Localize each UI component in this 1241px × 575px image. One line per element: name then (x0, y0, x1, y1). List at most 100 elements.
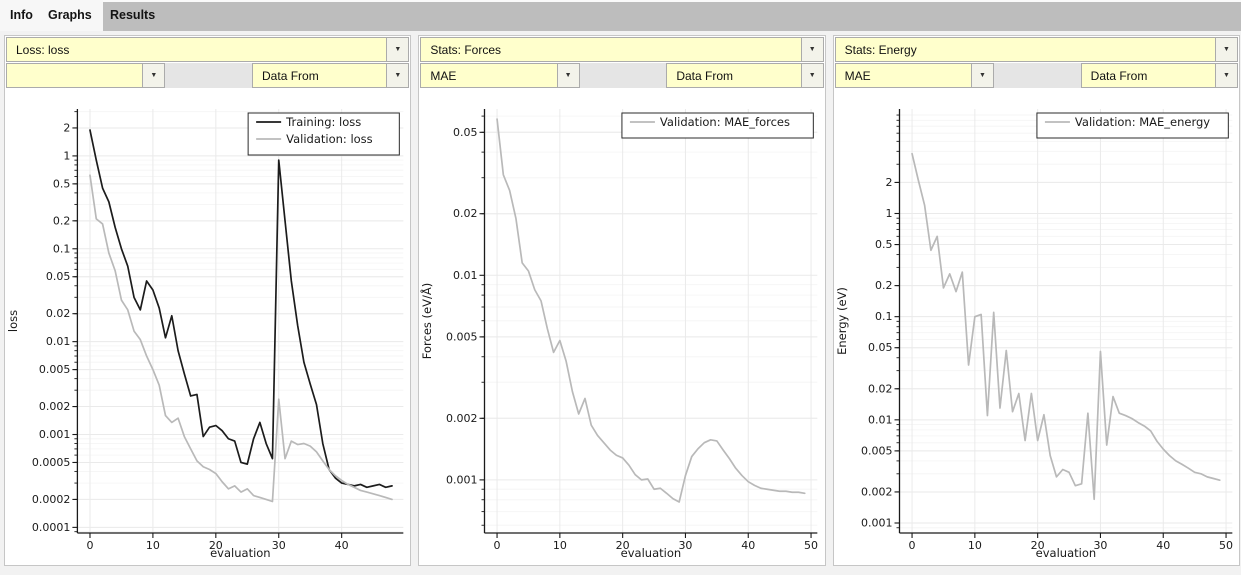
svg-text:Validation: MAE_energy: Validation: MAE_energy (1075, 115, 1210, 129)
dropdown-arrow-icon: ▼ (800, 38, 823, 61)
dropdown-arrow-icon: ▼ (386, 38, 409, 61)
svg-text:0.002: 0.002 (446, 412, 478, 425)
svg-text:0.002: 0.002 (861, 485, 893, 498)
svg-text:30: 30 (272, 539, 286, 552)
svg-text:0: 0 (86, 539, 93, 552)
svg-text:50: 50 (1219, 539, 1233, 552)
energy-datafrom-select[interactable]: Data From ▼ (1080, 63, 1238, 88)
svg-text:0.02: 0.02 (453, 207, 478, 220)
tab-bar: Info Graphs Results (0, 0, 1241, 31)
energy-metric-value: MAE (844, 68, 871, 83)
svg-text:0: 0 (908, 539, 915, 552)
energy-chart-box: 2 1 0.5 0.2 0.1 0.05 0.02 0.01 0.005 0.002 0.001 0 1… (835, 89, 1238, 564)
svg-text:30: 30 (679, 539, 693, 552)
svg-text:0.0001: 0.0001 (32, 521, 71, 534)
svg-text:20: 20 (1030, 539, 1044, 552)
svg-text:0.001: 0.001 (446, 473, 478, 486)
tab-active-zone (0, 0, 103, 31)
svg-text:0.5: 0.5 (53, 177, 71, 190)
svg-text:0.005: 0.005 (446, 330, 478, 343)
energy-filter-row: MAE ▼ Data From ▼ (834, 63, 1238, 89)
loss-datafrom-value: Data From (262, 68, 319, 83)
svg-text:0.002: 0.002 (39, 400, 71, 413)
svg-text:0.001: 0.001 (39, 428, 71, 441)
svg-text:0.01: 0.01 (46, 335, 71, 348)
svg-text:loss: loss (6, 310, 20, 332)
svg-text:0: 0 (494, 539, 501, 552)
svg-text:0.1: 0.1 (53, 242, 71, 255)
dropdown-arrow-icon: ▼ (386, 64, 409, 87)
svg-text:2: 2 (63, 121, 70, 134)
energy-stat-select-value: Stats: Energy (844, 42, 917, 57)
svg-text:0.001: 0.001 (861, 517, 893, 530)
svg-text:0.01: 0.01 (868, 413, 893, 426)
energy-chart: 2 1 0.5 0.2 0.1 0.05 0.02 0.01 0.005 0.002 0.001 0 1… (835, 109, 1233, 560)
svg-text:Validation: loss: Validation: loss (286, 132, 373, 146)
tab-graphs[interactable]: Graphs (48, 8, 92, 22)
forces-stat-select[interactable]: Stats: Forces ▼ (420, 37, 824, 62)
dropdown-arrow-icon: ▼ (800, 64, 823, 87)
energy-stat-select[interactable]: Stats: Energy ▼ (834, 37, 1238, 62)
svg-text:0.02: 0.02 (868, 382, 893, 395)
svg-text:0.05: 0.05 (46, 270, 71, 283)
svg-text:0.2: 0.2 (53, 214, 71, 227)
svg-text:10: 10 (968, 539, 982, 552)
svg-text:0.005: 0.005 (39, 363, 71, 376)
svg-text:0.005: 0.005 (861, 444, 893, 457)
svg-text:20: 20 (616, 539, 630, 552)
panel-forces: Stats: Forces ▼ MAE ▼ Data From ▼ 0.05 0.… (418, 35, 826, 566)
dropdown-arrow-icon: ▼ (1214, 64, 1237, 87)
svg-text:0.01: 0.01 (453, 269, 478, 282)
dropdown-arrow-icon: ▼ (970, 64, 993, 87)
svg-text:30: 30 (1093, 539, 1107, 552)
svg-text:50: 50 (804, 539, 818, 552)
filter-spacer (165, 63, 253, 88)
dropdown-arrow-icon: ▼ (556, 64, 579, 87)
svg-text:0.1: 0.1 (875, 310, 893, 323)
graphs-panels: Loss: loss ▼ ▼ Data From ▼ 2 1 0.5 0.2 0.1 0.… (0, 31, 1241, 566)
svg-text:0.5: 0.5 (875, 238, 893, 251)
svg-text:40: 40 (1156, 539, 1170, 552)
filter-spacer (993, 63, 1081, 88)
forces-metric-value: MAE (430, 68, 457, 83)
tab-info[interactable]: Info (10, 8, 33, 22)
energy-metric-select[interactable]: MAE ▼ (834, 63, 994, 88)
svg-text:0.05: 0.05 (868, 341, 893, 354)
svg-text:2: 2 (885, 176, 892, 189)
svg-text:0.0002: 0.0002 (32, 493, 71, 506)
loss-chart-box: 2 1 0.5 0.2 0.1 0.05 0.02 0.01 0.005 0.002 0.001 0.… (6, 89, 409, 564)
svg-text:evaluation: evaluation (210, 546, 271, 560)
forces-chart: 0.05 0.02 0.01 0.005 0.002 0.001 0 10 20 30 40 50 ev… (420, 109, 818, 560)
tab-results[interactable]: Results (110, 8, 156, 22)
svg-text:0.2: 0.2 (875, 279, 893, 292)
svg-text:40: 40 (742, 539, 756, 552)
svg-text:0.05: 0.05 (453, 126, 478, 139)
loss-metric-select[interactable]: Loss: loss ▼ (6, 37, 410, 62)
loss-filter-row: ▼ Data From ▼ (6, 63, 410, 89)
forces-stat-select-value: Stats: Forces (430, 42, 502, 57)
forces-datafrom-value: Data From (676, 68, 734, 83)
svg-text:0.02: 0.02 (46, 307, 71, 320)
energy-datafrom-value: Data From (1090, 68, 1148, 83)
svg-text:Training: loss: Training: loss (285, 115, 361, 129)
panel-loss: Loss: loss ▼ ▼ Data From ▼ 2 1 0.5 0.2 0.1 0.… (4, 35, 412, 566)
filter-spacer (579, 63, 667, 88)
svg-text:evaluation: evaluation (621, 546, 682, 560)
dropdown-arrow-icon: ▼ (1214, 38, 1237, 61)
loss-chart: 2 1 0.5 0.2 0.1 0.05 0.02 0.01 0.005 0.002 0.001 0.… (6, 109, 404, 560)
svg-text:40: 40 (335, 539, 349, 552)
svg-text:1: 1 (63, 149, 70, 162)
forces-datafrom-select[interactable]: Data From ▼ (666, 63, 824, 88)
svg-text:0.0005: 0.0005 (32, 456, 71, 469)
svg-text:Energy (eV): Energy (eV) (835, 287, 849, 355)
loss-sub-select[interactable]: ▼ (6, 63, 166, 88)
panel-energy: Stats: Energy ▼ MAE ▼ Data From ▼ 2 1 0.5 0… (832, 35, 1240, 566)
svg-text:10: 10 (553, 539, 567, 552)
loss-datafrom-select[interactable]: Data From ▼ (252, 63, 410, 88)
svg-text:Validation: MAE_forces: Validation: MAE_forces (660, 115, 790, 129)
forces-metric-select[interactable]: MAE ▼ (420, 63, 580, 88)
svg-text:1: 1 (885, 207, 892, 220)
forces-filter-row: MAE ▼ Data From ▼ (420, 63, 824, 89)
svg-text:10: 10 (146, 539, 160, 552)
forces-chart-box: 0.05 0.02 0.01 0.005 0.002 0.001 0 10 20 30 40 50 ev… (420, 89, 823, 564)
